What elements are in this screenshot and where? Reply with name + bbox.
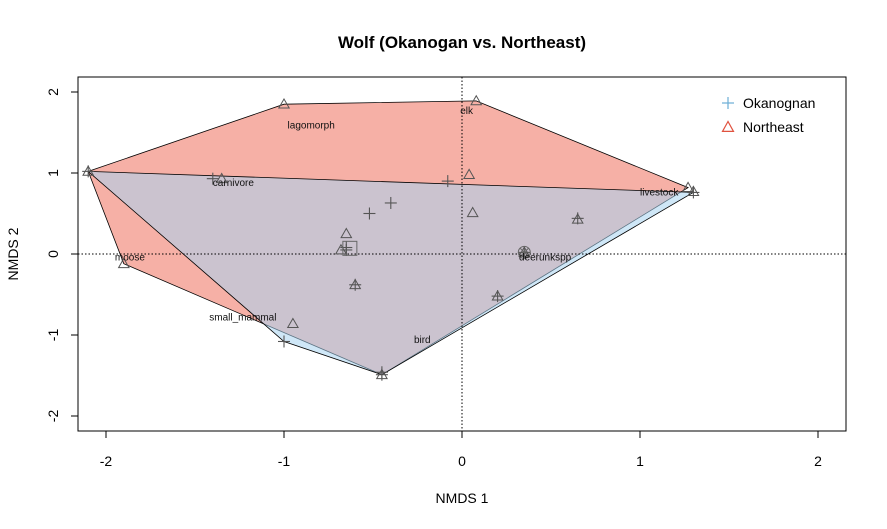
northeast-point-13: [340, 227, 353, 239]
northeast-point-1: [277, 97, 291, 109]
species-labels: lagomorph elk carnivore livestock moose deeru…: [115, 106, 679, 346]
x-tick-label-4: 2: [814, 453, 822, 469]
okanognan-point-1: [278, 335, 290, 348]
northeast-point-16: [518, 246, 531, 257]
okanognan-point-3: [375, 366, 388, 379]
northeast-point-9: [466, 206, 479, 218]
legend: Okanognan Northeast: [721, 95, 815, 135]
overlay-circle-x-marker: [517, 245, 531, 259]
northeast-point-2: [470, 94, 483, 106]
species-label-small_mammal: small_mammal: [209, 312, 276, 323]
legend-marker-okanognan: [722, 97, 734, 109]
northeast-point-5: [375, 368, 388, 380]
species-label-deerunkspp: deerunkspp: [519, 252, 572, 263]
overlay-square-marker: [342, 240, 358, 256]
species-label-livestock: livestock: [640, 188, 679, 199]
species-label-elk: elk: [460, 106, 474, 117]
northeast-point-14: [334, 243, 348, 255]
y-tick-label-1: -1: [45, 329, 61, 342]
northeast-point-11: [491, 289, 504, 301]
y-tick-label-4: 2: [45, 88, 61, 96]
legend-label-okanognan: Okanognan: [743, 95, 815, 111]
species-label-moose: moose: [115, 252, 145, 263]
northeast-point-0: [82, 165, 95, 176]
northeast-point-3: [681, 181, 695, 192]
hull-layer: [87, 100, 695, 376]
okanognan-point-6: [441, 175, 454, 188]
northeast-point-4: [687, 185, 700, 197]
x-tick-label-2: 0: [458, 453, 466, 469]
x-tick-label-0: -2: [100, 453, 113, 469]
y-tick-label-0: -2: [45, 410, 61, 423]
species-label-carnivore: carnivore: [213, 178, 255, 189]
points-layer: [82, 94, 700, 381]
species-label-bird: bird: [414, 335, 431, 346]
northeast-point-15: [349, 278, 362, 290]
northeast-point-10: [571, 212, 584, 224]
okanognan-point-5: [363, 207, 376, 220]
northeast-point-7: [215, 172, 228, 184]
y-axis-label: NMDS 2: [5, 227, 21, 280]
legend-label-northeast: Northeast: [743, 119, 804, 135]
northeast-point-6: [117, 257, 130, 269]
x-axis-label: NMDS 1: [436, 490, 489, 506]
northeast-point-8: [463, 168, 476, 180]
okanognan-point-12: [687, 186, 700, 199]
northeast-point-12: [286, 317, 299, 329]
y-tick-label-3: 1: [45, 169, 61, 177]
x-axis: -2 -1 0 1 2: [100, 430, 822, 469]
chart-title: Wolf (Okanogan vs. Northeast): [338, 33, 586, 52]
okanognan-point-4: [384, 196, 397, 209]
okanognan-point-13: [206, 172, 219, 185]
reference-lines: [78, 77, 846, 431]
species-label-lagomorph: lagomorph: [288, 120, 335, 131]
x-tick-label-1: -1: [278, 453, 291, 469]
y-tick-label-2: 0: [45, 250, 61, 258]
x-tick-label-3: 1: [636, 453, 644, 469]
y-axis: -2 -1 0 1 2: [45, 88, 79, 423]
legend-marker-northeast: [721, 120, 735, 132]
